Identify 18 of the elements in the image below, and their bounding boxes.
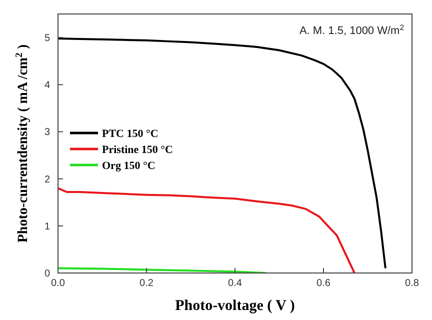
y-tick-label: 0 bbox=[44, 268, 50, 280]
line-series bbox=[58, 187, 356, 273]
legend-label: Pristine 150 °C bbox=[102, 144, 174, 156]
y-tick-label: 3 bbox=[44, 127, 50, 138]
x-tick-label: 0.0 bbox=[51, 278, 66, 289]
annotation: A. M. 1.5, 1000 W/m$^{2}$ bbox=[299, 22, 404, 37]
line-series bbox=[58, 37, 386, 270]
x-tick-label: 0.6 bbox=[316, 278, 331, 289]
y-tick-label: 2 bbox=[44, 174, 50, 186]
y-tick-label: 4 bbox=[44, 80, 50, 92]
x-axis-title: Photo-voltage ( V ) bbox=[175, 298, 295, 314]
x-tick-label: 0.2 bbox=[140, 278, 154, 289]
x-tick-label: 0.4 bbox=[228, 278, 242, 289]
legend-label: PTC 150 °C bbox=[102, 128, 158, 140]
y-tick-label: 5 bbox=[44, 33, 50, 44]
legend-label: Org 150 °C bbox=[102, 160, 156, 172]
x-tick-label: 0.8 bbox=[405, 278, 420, 289]
y-tick-label: 1 bbox=[44, 221, 50, 232]
